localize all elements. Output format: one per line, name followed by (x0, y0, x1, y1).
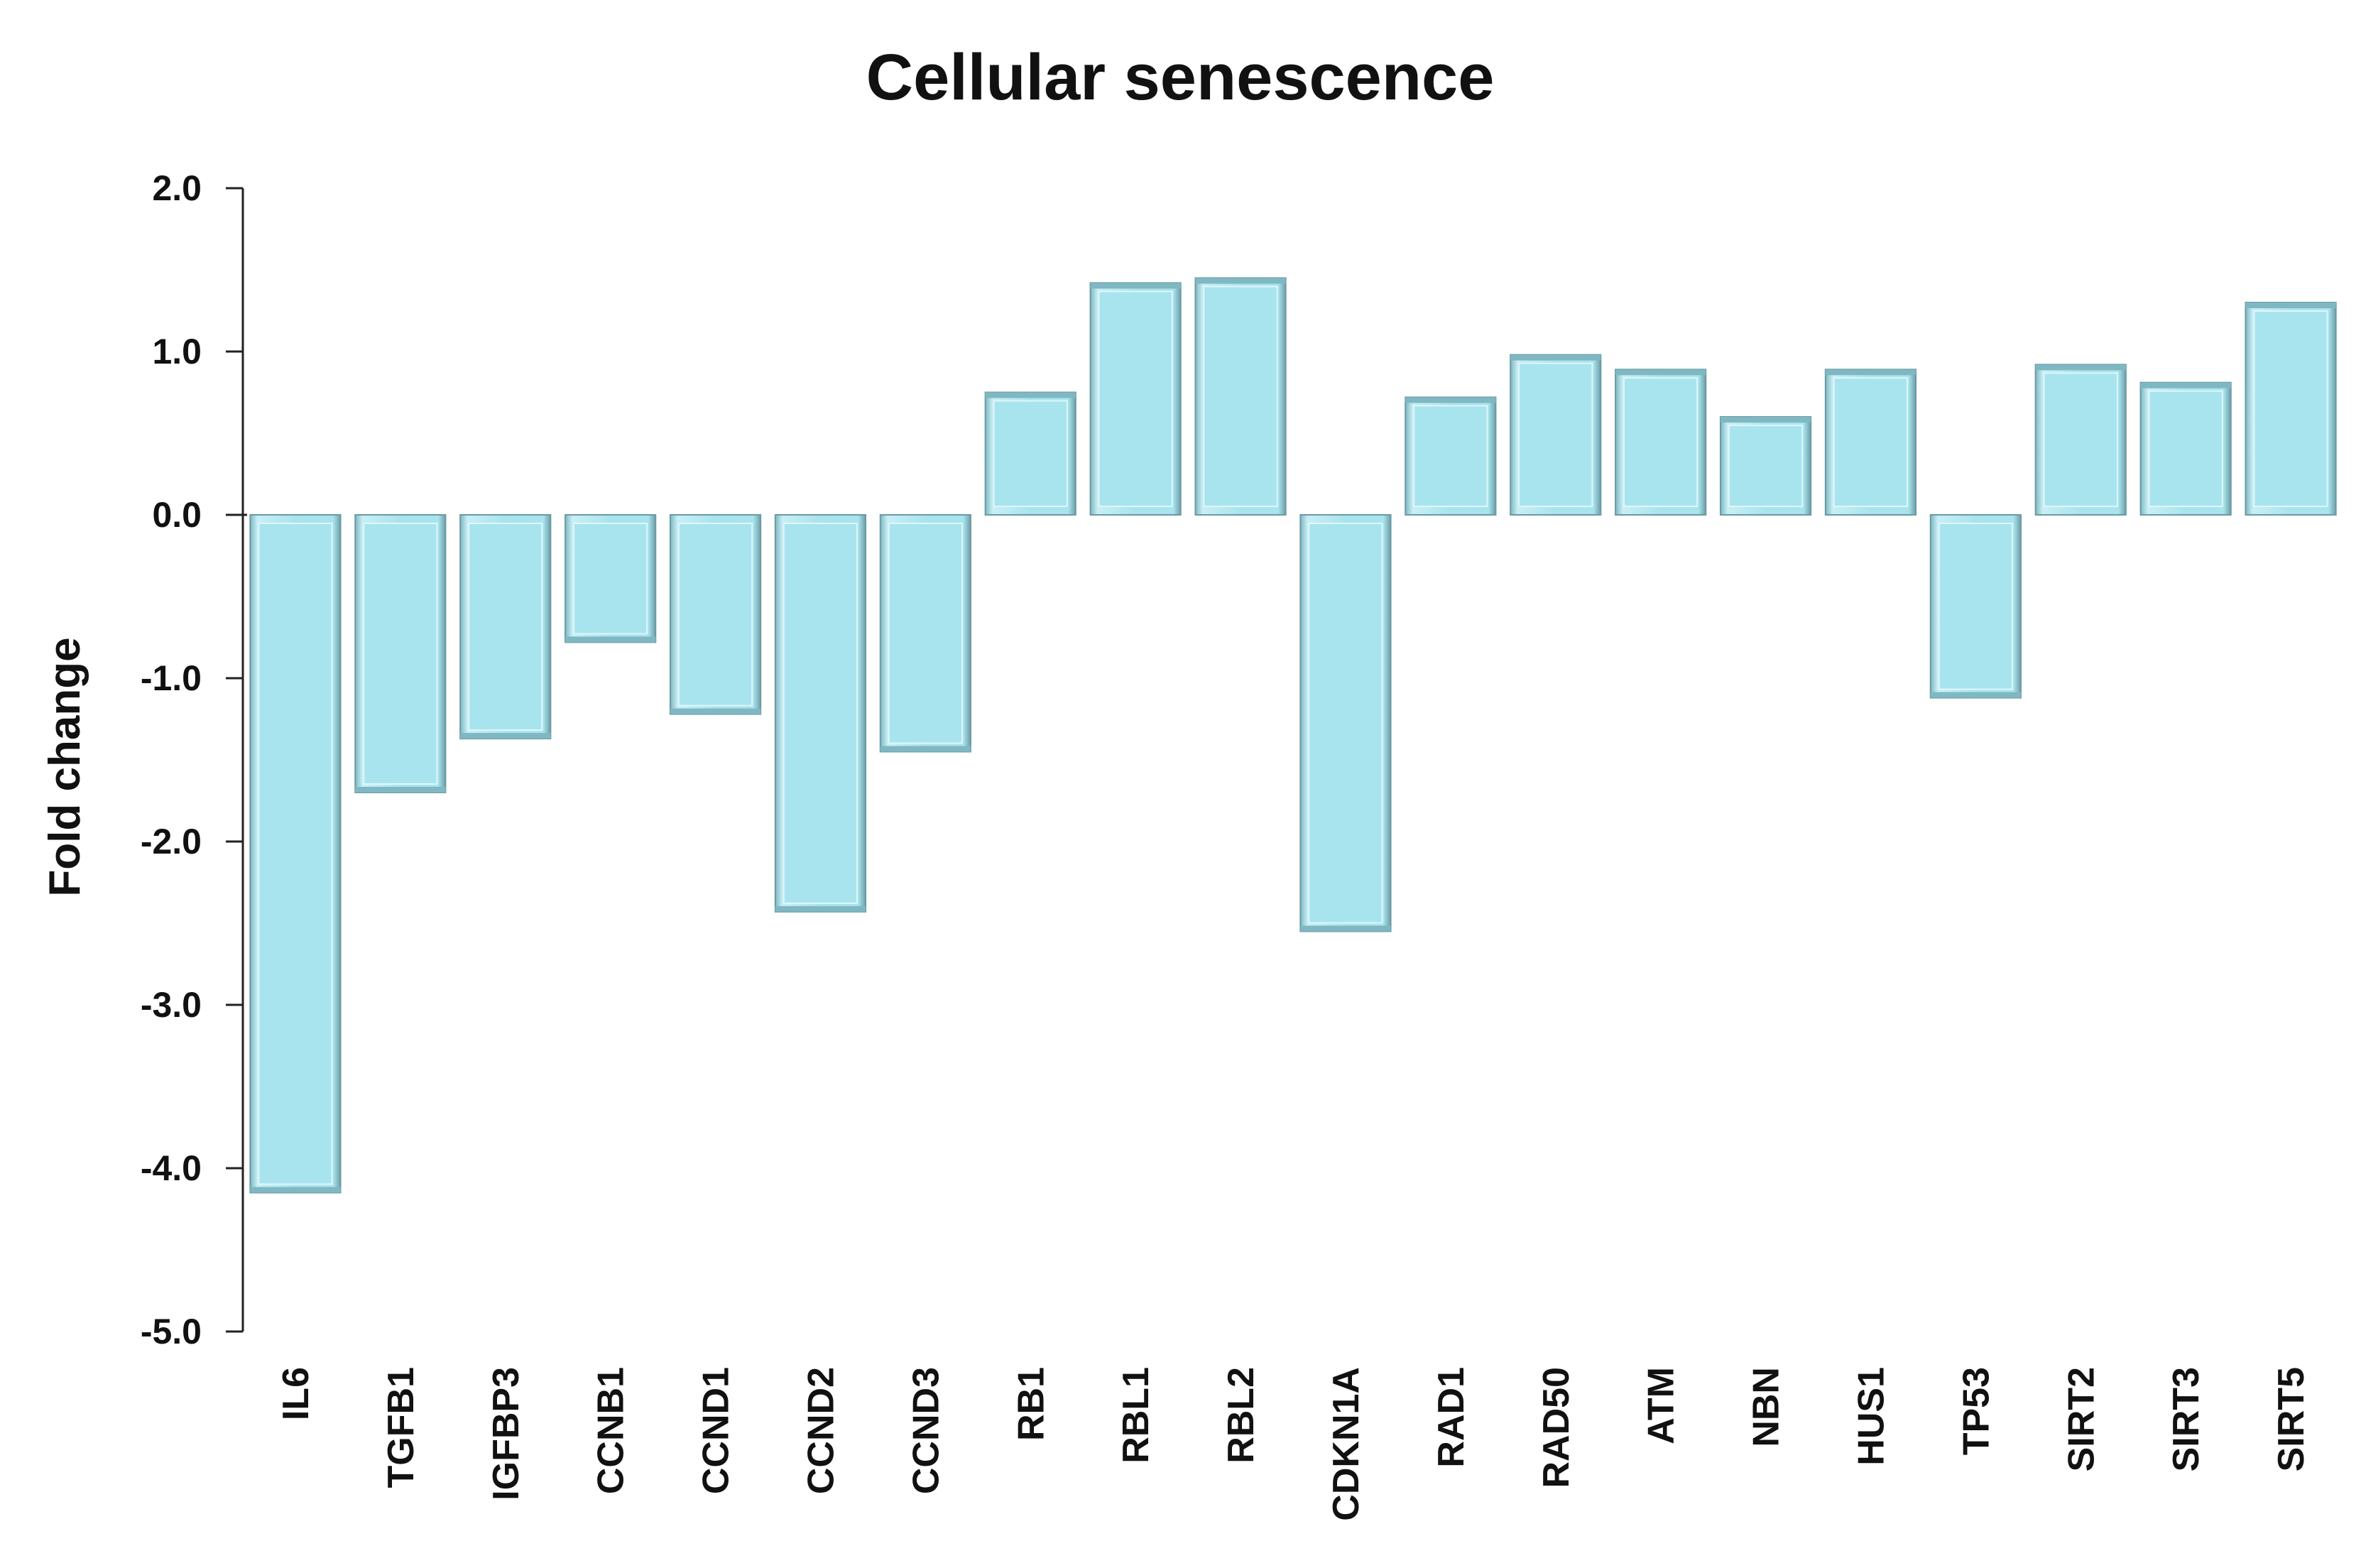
bar-face (1518, 362, 1593, 507)
y-tick-label: 0.0 (152, 495, 202, 535)
bar-end-edge (1090, 283, 1181, 289)
x-tick-label: IL6 (276, 1367, 317, 1420)
bar-rbl1 (1089, 282, 1182, 516)
y-tick-label: 1.0 (152, 332, 202, 371)
bar-end-edge (565, 636, 656, 643)
bar-rad1 (1405, 396, 1497, 516)
bar-end-edge (880, 746, 971, 752)
bar-end-edge (775, 905, 866, 912)
bar-face (258, 523, 333, 1185)
bar-sirt3 (2139, 381, 2232, 516)
bar-ccnd2 (774, 514, 867, 913)
bar-sirt5 (2245, 302, 2337, 516)
bar-tgfb1 (354, 514, 447, 793)
bar-end-edge (1825, 369, 1916, 376)
bar-face (573, 523, 648, 635)
x-tick-label: CCND1 (696, 1367, 737, 1494)
x-tick-label: RBL2 (1221, 1367, 1262, 1464)
bar-end-edge (1720, 417, 1811, 423)
y-tick-label: 2.0 (152, 168, 202, 208)
bar-face (1308, 523, 1383, 924)
bar-end-edge (2035, 364, 2126, 371)
plot-area: 2.0 1.0 0.0 -1.0 -2.0 -3.0 -4.0 -5.0 IL6 TGFB1 IGF… (141, 168, 2337, 1521)
bar-face (677, 523, 753, 707)
bar-end-edge (985, 392, 1076, 398)
x-tick-label: RAD50 (1536, 1367, 1577, 1488)
x-tick-label: ATM (1641, 1367, 1682, 1444)
y-tick-label: -1.0 (141, 658, 202, 698)
x-tick-label: IGFBP3 (486, 1367, 527, 1501)
bar-ccnd3 (879, 514, 971, 753)
bar-end-edge (670, 708, 761, 714)
x-tick-label: TGFB1 (381, 1367, 422, 1488)
bar-end-edge (250, 1187, 341, 1193)
bar-end-edge (355, 787, 446, 793)
bar-rb1 (984, 391, 1076, 516)
bar-face (468, 523, 543, 731)
x-tick-label: CCNB1 (591, 1367, 632, 1494)
x-tick-label: SIRT5 (2271, 1367, 2312, 1471)
bar-nbn (1719, 416, 1812, 516)
bar-rbl2 (1194, 277, 1287, 516)
x-tick-label: RB1 (1010, 1367, 1052, 1441)
bar-tp53 (1929, 514, 2022, 699)
bar-end-edge (1510, 354, 1601, 361)
bar-face (1938, 523, 2013, 690)
x-tick-label: TP53 (1956, 1367, 1997, 1455)
bar-rad50 (1510, 354, 1602, 516)
bar-end-edge (460, 733, 551, 739)
bar-face (363, 523, 438, 785)
bar-end-edge (1405, 397, 1496, 403)
x-tick-label: NBN (1746, 1367, 1787, 1447)
bar-cdkn1a (1299, 514, 1392, 932)
bar-end-edge (1195, 278, 1286, 284)
x-tick-label: HUS1 (1850, 1367, 1892, 1466)
bar-face (2043, 372, 2118, 508)
bar-end-edge (1930, 692, 2021, 698)
bar-face (2148, 390, 2223, 508)
bar-igfbp3 (459, 514, 552, 740)
x-tick-label: CDKN1A (1326, 1367, 1367, 1521)
bar-face (888, 523, 963, 744)
x-tick-label: RAD1 (1431, 1367, 1472, 1468)
bar-end-edge (1615, 369, 1706, 376)
x-tick-label: CCND2 (800, 1367, 841, 1494)
bar-face (1413, 405, 1488, 508)
x-tick-label: RBL1 (1116, 1367, 1157, 1464)
x-tick-label: SIRT3 (2166, 1367, 2207, 1471)
bar-hus1 (1824, 369, 1917, 516)
chart-title: Cellular senescence (866, 41, 1495, 114)
bar-face (1833, 377, 1909, 507)
bar-ccnb1 (565, 514, 657, 643)
bar-face (1728, 425, 1804, 507)
bar-end-edge (1300, 925, 1391, 932)
bar-end-edge (2140, 382, 2231, 388)
bar-ccnd1 (669, 514, 762, 715)
bar-face (1203, 285, 1278, 507)
bar-face (783, 523, 858, 904)
bar-il6 (249, 514, 342, 1194)
bar-atm (1615, 369, 1707, 516)
y-tick-label: -5.0 (141, 1312, 202, 1351)
x-tick-label: CCND3 (905, 1367, 947, 1494)
bar-end-edge (2245, 303, 2336, 308)
y-tick-label: -4.0 (141, 1148, 202, 1188)
bar-sirt2 (2034, 364, 2127, 516)
y-tick-label: -3.0 (141, 985, 202, 1025)
y-axis-label: Fold change (40, 637, 89, 896)
y-tick-label: -2.0 (141, 822, 202, 861)
x-tick-label: SIRT2 (2061, 1367, 2102, 1471)
bar-face (993, 400, 1068, 507)
bar-face (1098, 290, 1173, 507)
bar-face (2253, 310, 2328, 507)
bar-face (1623, 377, 1698, 507)
